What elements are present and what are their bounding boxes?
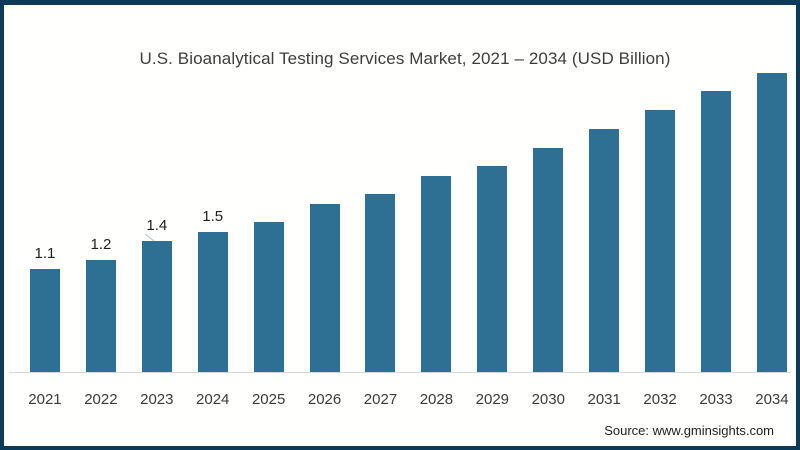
bar	[756, 73, 787, 372]
bar-group	[688, 60, 744, 372]
source-text: Source: www.gminsights.com	[604, 423, 774, 438]
bar-value-label: 1.5	[202, 208, 224, 225]
x-axis-line	[9, 372, 791, 373]
x-axis-label: 2027	[363, 391, 398, 408]
bar-group: 1.4	[129, 60, 185, 372]
x-axis-label: 2029	[475, 391, 510, 408]
x-axis-label: 2030	[531, 391, 565, 408]
bar	[29, 269, 60, 372]
x-axis-label: 2033	[699, 391, 733, 408]
bar	[533, 148, 564, 372]
x-axis-labels-row: 2021 2022 2023 2024 2025 2026 2027 2028 2029 2030…	[17, 391, 800, 408]
bar-group	[520, 60, 576, 372]
bar-value-label: 1.1	[34, 245, 56, 262]
bar	[197, 232, 228, 372]
bar	[309, 204, 340, 372]
bar-group	[297, 60, 353, 372]
bar	[365, 194, 396, 372]
bar	[701, 91, 732, 372]
bar-value-label: 1.4	[146, 217, 168, 234]
bar-group	[632, 60, 688, 372]
bar	[253, 222, 284, 372]
x-axis-label: 2025	[251, 391, 286, 408]
bar	[421, 176, 452, 372]
bar	[141, 241, 172, 372]
bar-group: 1.1	[17, 60, 73, 372]
bar-group	[576, 60, 632, 372]
bar	[477, 166, 508, 372]
bar-group: 1.5	[185, 60, 241, 372]
x-axis-label: 2024	[196, 391, 230, 408]
bar-chart-plot-area: 1.1 1.2 1.4 1.5	[17, 60, 800, 372]
x-axis-label: 2026	[307, 391, 342, 408]
bar	[589, 129, 620, 372]
x-axis-label: 2031	[587, 391, 621, 408]
bar-group	[408, 60, 464, 372]
x-axis-label: 2022	[84, 391, 118, 408]
bar-group	[464, 60, 520, 372]
bar-group	[241, 60, 297, 372]
bar-value-label: 1.2	[90, 236, 112, 253]
x-axis-label: 2028	[419, 391, 454, 408]
bar	[85, 260, 116, 372]
x-axis-label: 2034	[755, 391, 789, 408]
x-axis-label: 2023	[140, 391, 174, 408]
bar-group: 1.2	[73, 60, 129, 372]
bar-group	[353, 60, 409, 372]
x-axis-label: 2032	[643, 391, 677, 408]
chart-title: U.S. Bioanalytical Testing Services Mark…	[139, 49, 671, 68]
x-axis-label: 2021	[28, 391, 62, 408]
bar-group	[744, 60, 800, 372]
bar	[645, 110, 676, 372]
